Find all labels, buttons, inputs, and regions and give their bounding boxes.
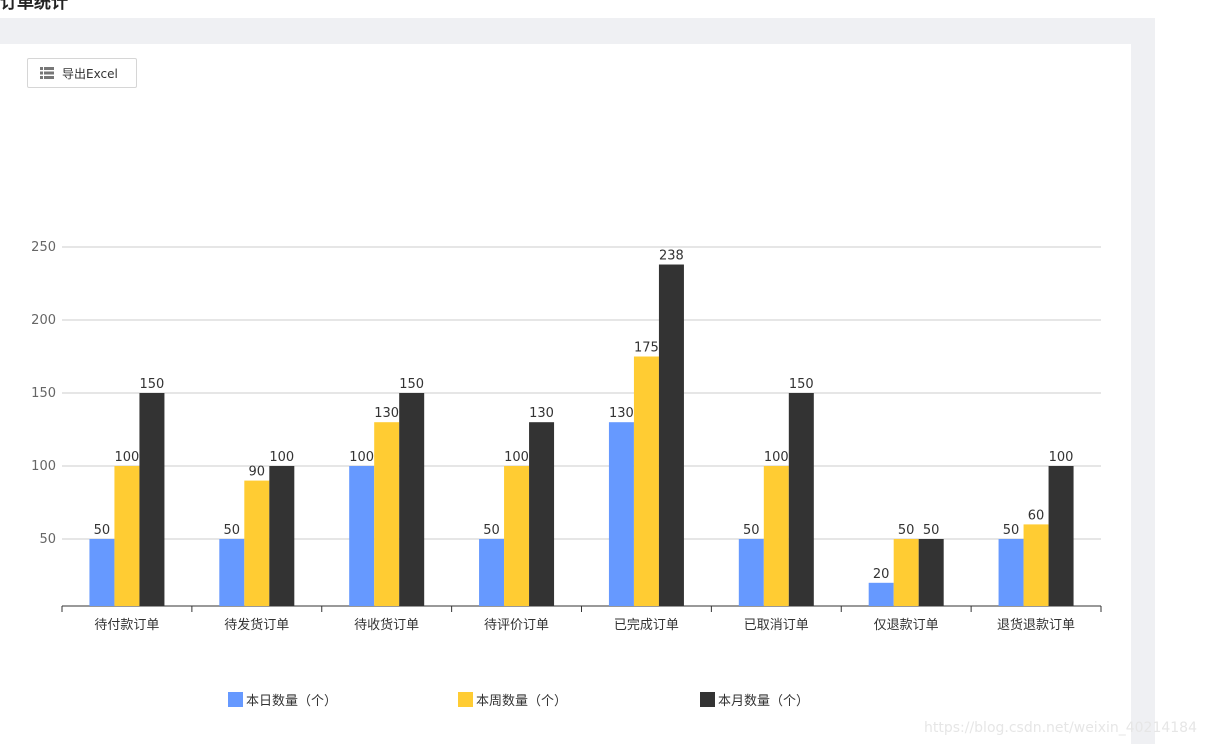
- data-label: 100: [764, 450, 789, 465]
- bar: [374, 422, 400, 606]
- bar: [608, 422, 634, 606]
- data-label: 175: [634, 341, 659, 356]
- bar-chart: 5010015020025050100150待付款订单5090100待发货订单1…: [31, 240, 1102, 633]
- bar: [893, 539, 919, 606]
- data-label: 100: [504, 450, 529, 465]
- bar: [788, 393, 814, 606]
- data-label: 100: [349, 450, 374, 465]
- category-label: 已取消订单: [744, 618, 809, 633]
- y-tick-label: 50: [39, 532, 56, 547]
- bar: [349, 466, 375, 606]
- y-tick-label: 250: [31, 240, 56, 255]
- category-label: 待发货订单: [224, 617, 289, 633]
- export-excel-label: 导出Excel: [62, 66, 118, 81]
- data-label: 50: [94, 523, 111, 538]
- data-label: 100: [269, 450, 294, 465]
- legend-label-monthly: 本月数量（个）: [718, 694, 810, 709]
- data-label: 50: [224, 523, 241, 538]
- chart-legend: 本日数量（个） 本周数量（个） 本月数量（个）: [0, 690, 1131, 712]
- bar: [219, 539, 245, 606]
- data-label: 130: [529, 406, 554, 421]
- category-label: 待评价订单: [484, 618, 549, 633]
- category-label: 待收货订单: [354, 617, 419, 633]
- page-title: 订单统计: [0, 0, 68, 13]
- data-label: 20: [873, 567, 890, 582]
- bar: [763, 466, 789, 606]
- bar: [139, 393, 165, 606]
- category-label: 退货退款订单: [997, 617, 1075, 633]
- chart-panel: [0, 44, 1131, 744]
- data-label: 130: [374, 406, 399, 421]
- bar: [868, 582, 894, 606]
- data-label: 50: [1003, 523, 1020, 538]
- legend-label-daily: 本日数量（个）: [246, 694, 338, 709]
- y-tick-label: 200: [31, 313, 56, 328]
- legend-item-daily[interactable]: 本日数量（个）: [228, 690, 337, 709]
- data-label: 50: [898, 523, 915, 538]
- category-label: 已完成订单: [614, 618, 679, 633]
- legend-swatch-daily: [228, 692, 243, 707]
- bar: [504, 466, 530, 606]
- legend-swatch-monthly: [700, 692, 715, 707]
- bar: [244, 480, 270, 606]
- data-label: 150: [140, 377, 165, 392]
- bar: [918, 539, 944, 606]
- bar: [738, 539, 764, 606]
- bar: [1023, 524, 1049, 606]
- legend-swatch-weekly: [458, 692, 473, 707]
- data-label: 150: [789, 377, 814, 392]
- bar: [998, 539, 1024, 606]
- list-icon: [40, 67, 54, 79]
- bar: [114, 466, 140, 606]
- data-label: 50: [483, 523, 500, 538]
- category-label: 仅退款订单: [874, 618, 939, 633]
- bar: [633, 356, 659, 606]
- bar: [658, 264, 684, 606]
- category-label: 待付款订单: [94, 618, 159, 633]
- bar: [479, 539, 505, 606]
- bar: [89, 539, 115, 606]
- y-tick-label: 150: [31, 386, 56, 401]
- bar: [1048, 466, 1074, 606]
- data-label: 60: [1028, 508, 1045, 523]
- legend-item-monthly[interactable]: 本月数量（个）: [700, 690, 809, 709]
- data-label: 50: [923, 523, 940, 538]
- bar: [269, 466, 295, 606]
- bar: [529, 422, 555, 606]
- data-label: 130: [609, 406, 634, 421]
- data-label: 100: [115, 450, 140, 465]
- data-label: 100: [1049, 450, 1074, 465]
- data-label: 50: [743, 523, 760, 538]
- data-label: 150: [399, 377, 424, 392]
- bar: [399, 393, 425, 606]
- legend-item-weekly[interactable]: 本周数量（个）: [458, 690, 567, 709]
- legend-label-weekly: 本周数量（个）: [476, 694, 568, 709]
- y-tick-label: 100: [31, 459, 56, 474]
- data-label: 238: [659, 249, 684, 264]
- data-label: 90: [249, 465, 266, 480]
- export-excel-button[interactable]: 导出Excel: [27, 58, 137, 88]
- watermark: https://blog.csdn.net/weixin_40214184: [923, 720, 1197, 736]
